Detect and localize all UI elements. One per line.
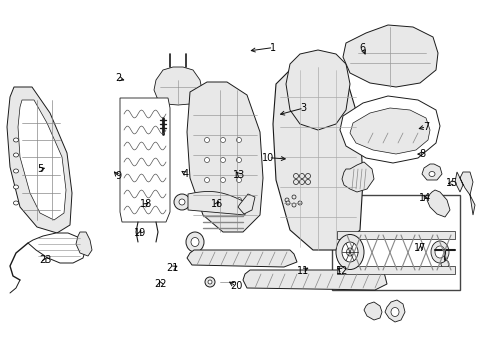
Ellipse shape: [204, 177, 210, 183]
Ellipse shape: [237, 198, 242, 202]
Ellipse shape: [205, 277, 215, 287]
Polygon shape: [187, 82, 263, 232]
Text: 21: 21: [166, 263, 179, 273]
Ellipse shape: [204, 138, 210, 143]
Polygon shape: [364, 302, 382, 320]
Polygon shape: [158, 110, 168, 118]
Ellipse shape: [237, 158, 242, 162]
Ellipse shape: [292, 195, 296, 199]
Polygon shape: [286, 50, 350, 130]
Polygon shape: [154, 67, 202, 105]
Ellipse shape: [14, 138, 19, 142]
Ellipse shape: [299, 174, 304, 179]
Ellipse shape: [299, 180, 304, 185]
Ellipse shape: [14, 201, 19, 205]
Ellipse shape: [431, 241, 449, 263]
Text: 9: 9: [116, 171, 122, 181]
Ellipse shape: [237, 177, 242, 183]
Text: 23: 23: [39, 255, 51, 265]
Text: 3: 3: [301, 103, 307, 113]
Ellipse shape: [346, 248, 353, 256]
Polygon shape: [120, 98, 170, 222]
Polygon shape: [238, 194, 255, 214]
Ellipse shape: [14, 153, 19, 157]
Polygon shape: [7, 87, 72, 233]
Polygon shape: [187, 250, 297, 267]
Text: 11: 11: [297, 266, 309, 276]
Text: 7: 7: [423, 122, 429, 132]
Polygon shape: [337, 231, 455, 239]
Polygon shape: [273, 64, 363, 250]
Polygon shape: [28, 233, 86, 263]
Text: 13: 13: [233, 170, 245, 180]
Ellipse shape: [285, 198, 289, 202]
Ellipse shape: [220, 158, 225, 162]
Polygon shape: [188, 192, 245, 215]
Ellipse shape: [220, 138, 225, 143]
Polygon shape: [76, 232, 92, 256]
Text: 6: 6: [360, 42, 366, 53]
Ellipse shape: [336, 234, 364, 270]
Polygon shape: [385, 300, 405, 322]
Ellipse shape: [294, 180, 298, 185]
Polygon shape: [343, 25, 438, 87]
Polygon shape: [422, 164, 442, 180]
Ellipse shape: [237, 138, 242, 143]
Ellipse shape: [305, 180, 311, 185]
Text: 12: 12: [336, 266, 348, 276]
Text: 14: 14: [419, 193, 432, 203]
Text: 16: 16: [211, 199, 223, 210]
Text: 4: 4: [182, 168, 188, 179]
Ellipse shape: [204, 158, 210, 162]
Polygon shape: [350, 108, 430, 154]
Text: 18: 18: [140, 199, 152, 210]
Text: 8: 8: [419, 149, 425, 159]
Text: 2: 2: [116, 73, 122, 84]
Polygon shape: [243, 270, 387, 290]
Text: 19: 19: [133, 228, 146, 238]
Ellipse shape: [391, 307, 399, 316]
Polygon shape: [427, 190, 450, 217]
Ellipse shape: [220, 198, 225, 202]
Ellipse shape: [294, 174, 298, 179]
Ellipse shape: [435, 246, 445, 258]
Text: 10: 10: [263, 153, 275, 163]
Ellipse shape: [179, 199, 185, 205]
Text: 17: 17: [414, 243, 427, 253]
Ellipse shape: [286, 201, 290, 205]
Text: 1: 1: [270, 42, 276, 53]
Ellipse shape: [429, 171, 435, 176]
Ellipse shape: [220, 177, 225, 183]
Ellipse shape: [298, 201, 302, 205]
Ellipse shape: [292, 203, 296, 207]
Ellipse shape: [186, 232, 204, 252]
Ellipse shape: [208, 280, 212, 284]
Text: 22: 22: [154, 279, 167, 289]
Ellipse shape: [14, 169, 19, 173]
Ellipse shape: [204, 198, 210, 202]
Polygon shape: [340, 96, 440, 163]
Ellipse shape: [441, 260, 449, 268]
Ellipse shape: [191, 238, 199, 247]
Text: 20: 20: [230, 281, 243, 291]
Polygon shape: [18, 100, 66, 220]
Text: 15: 15: [445, 178, 458, 188]
Bar: [332, 195, 460, 290]
Ellipse shape: [342, 242, 358, 262]
Polygon shape: [337, 266, 455, 274]
Polygon shape: [342, 162, 374, 192]
Ellipse shape: [305, 174, 311, 179]
Ellipse shape: [174, 194, 190, 210]
Ellipse shape: [14, 185, 19, 189]
Polygon shape: [455, 172, 475, 215]
Text: 5: 5: [37, 164, 43, 174]
